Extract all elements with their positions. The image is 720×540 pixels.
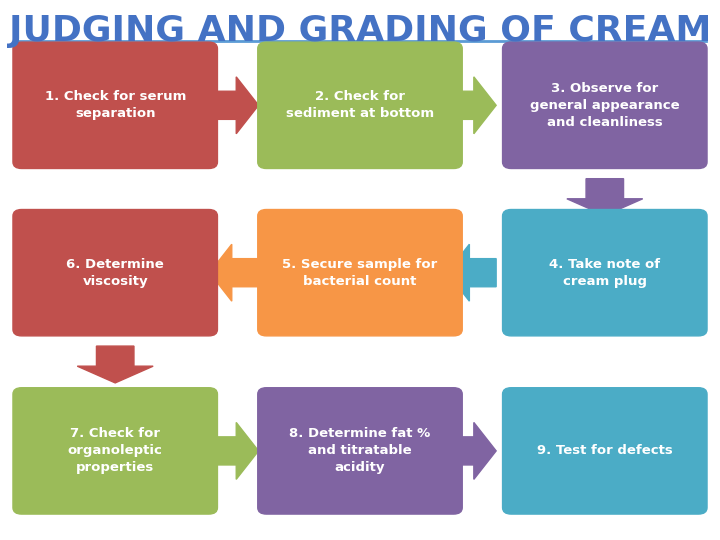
Polygon shape: [210, 422, 258, 480]
Text: JUDGING AND GRADING OF CREAM: JUDGING AND GRADING OF CREAM: [9, 14, 711, 48]
FancyBboxPatch shape: [503, 388, 707, 514]
Polygon shape: [210, 77, 258, 134]
FancyBboxPatch shape: [258, 210, 462, 336]
Polygon shape: [447, 244, 496, 301]
Text: 5. Secure sample for
bacterial count: 5. Secure sample for bacterial count: [282, 258, 438, 288]
FancyBboxPatch shape: [258, 42, 462, 168]
Text: 1. Check for serum
separation: 1. Check for serum separation: [45, 90, 186, 120]
Text: 9. Test for defects: 9. Test for defects: [537, 444, 672, 457]
Polygon shape: [77, 346, 153, 383]
Text: 3. Observe for
general appearance
and cleanliness: 3. Observe for general appearance and cl…: [530, 82, 680, 129]
FancyBboxPatch shape: [13, 42, 217, 168]
FancyBboxPatch shape: [258, 388, 462, 514]
Polygon shape: [210, 244, 258, 301]
Text: 2. Check for
sediment at bottom: 2. Check for sediment at bottom: [286, 90, 434, 120]
FancyBboxPatch shape: [503, 42, 707, 168]
FancyBboxPatch shape: [13, 210, 217, 336]
Polygon shape: [567, 179, 643, 215]
FancyBboxPatch shape: [503, 210, 707, 336]
FancyBboxPatch shape: [13, 388, 217, 514]
Text: 7. Check for
organoleptic
properties: 7. Check for organoleptic properties: [68, 427, 163, 475]
Text: 6. Determine
viscosity: 6. Determine viscosity: [66, 258, 164, 288]
Text: 4. Take note of
cream plug: 4. Take note of cream plug: [549, 258, 660, 288]
Polygon shape: [447, 422, 496, 480]
Text: 8. Determine fat %
and titratable
acidity: 8. Determine fat % and titratable acidit…: [289, 427, 431, 475]
Polygon shape: [447, 77, 496, 134]
